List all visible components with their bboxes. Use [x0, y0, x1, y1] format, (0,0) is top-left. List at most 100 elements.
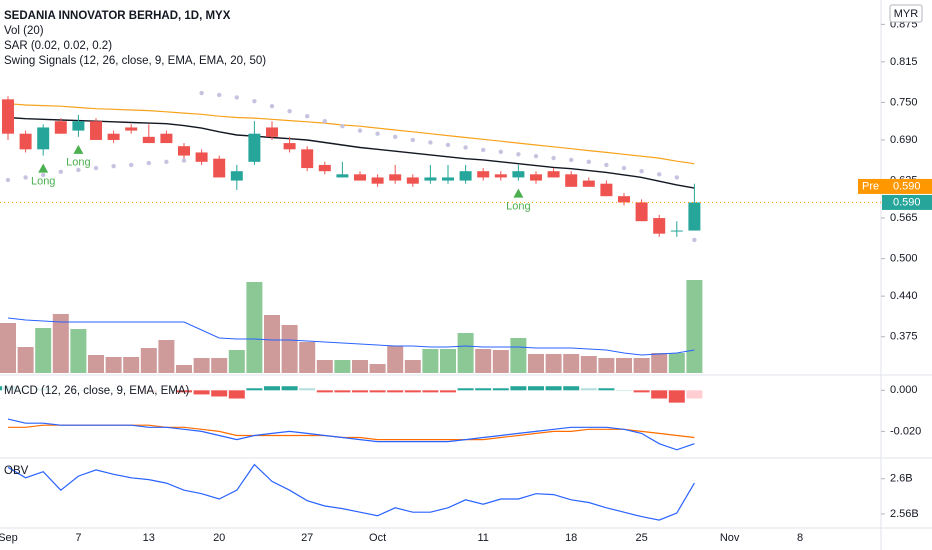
macd-histogram-bar — [246, 388, 263, 391]
y-tick-label: 0.440 — [890, 290, 918, 302]
candle-body — [406, 177, 419, 184]
candle-body — [318, 164, 331, 172]
sar-dot — [111, 163, 116, 169]
candle-body — [283, 143, 296, 150]
macd-histogram-bar — [580, 388, 597, 391]
volume-bar — [299, 342, 316, 373]
overlay: Vol (20) SAR (0.02, 0.02, 0.2) Swing Signa… — [0, 18, 932, 544]
sar-dot — [217, 92, 222, 98]
volume-bar — [246, 282, 263, 373]
sar-dot — [164, 159, 169, 165]
volume-bar — [457, 333, 474, 373]
sar-dot — [58, 169, 63, 175]
candle-body — [230, 171, 243, 181]
sar-dot — [146, 160, 151, 166]
price-tag — [882, 194, 932, 210]
candle-body — [266, 127, 278, 137]
signal-label: Long — [66, 157, 90, 169]
sar-dot — [181, 158, 187, 163]
candle-body — [477, 171, 490, 178]
y-tick-label: 2.6B — [890, 473, 913, 485]
volume-bar — [35, 328, 52, 373]
indicator-legend: SAR (0.02, 0.02, 0.2) — [4, 40, 112, 52]
sar-dot — [604, 162, 609, 168]
currency-box[interactable] — [889, 4, 923, 23]
sar-dot — [621, 165, 627, 171]
macd-histogram-bar — [228, 390, 245, 399]
sar-dot — [428, 140, 433, 145]
x-tick-label: 13 — [143, 532, 155, 544]
candle-body — [354, 174, 366, 181]
macd-histogram-bar — [651, 390, 668, 399]
sar-dot — [674, 175, 679, 180]
price-tag-value: 0.590 — [893, 180, 921, 192]
volume-bar — [510, 338, 527, 373]
candle-body — [19, 133, 32, 150]
macd-legend: MACD (12, 26, close, 9, EMA, EMA) — [4, 385, 190, 397]
x-tick-label: 27 — [301, 532, 313, 544]
x-tick-label: 8 — [797, 532, 803, 544]
volume-bar — [193, 358, 210, 373]
macd-histogram-bar — [686, 390, 703, 399]
sar-dot — [287, 109, 292, 114]
volume-bar — [211, 358, 228, 373]
candle-body — [635, 202, 648, 222]
candle-body — [653, 218, 666, 234]
signal-label: Long — [31, 175, 55, 187]
sar-dot — [252, 99, 257, 104]
sar-dot — [569, 157, 574, 163]
sar-dot — [129, 162, 134, 168]
volume-bar — [563, 354, 580, 373]
candle-body — [459, 171, 472, 181]
macd-histogram-bar — [316, 390, 333, 393]
sar-dot — [533, 153, 539, 159]
macd-histogram-bar — [563, 386, 580, 391]
candle-body — [389, 174, 402, 181]
macd-histogram-bar — [440, 390, 456, 393]
volume-bar — [88, 355, 104, 373]
macd-histogram-bar — [545, 386, 562, 391]
y-tick-label: 0.815 — [890, 56, 918, 68]
y-tick-label: 0.690 — [890, 134, 918, 146]
volume-bar — [475, 349, 492, 373]
sar-dot — [586, 159, 591, 165]
sar-dot — [639, 168, 644, 174]
macd-histogram-bar — [387, 390, 404, 393]
sar-dot — [340, 124, 345, 129]
candle-body — [494, 174, 507, 178]
candle-body — [37, 127, 50, 150]
price-tag — [858, 178, 932, 194]
macd-histogram-bar — [352, 390, 368, 393]
signal-marker — [73, 144, 84, 154]
candle-body — [565, 174, 578, 187]
x-tick-label: Nov — [720, 532, 740, 544]
sar-dot — [516, 152, 521, 157]
y-tick-label: 0.500 — [890, 253, 918, 265]
candle-body — [600, 183, 613, 197]
macd-histogram-bar — [176, 390, 192, 393]
obv-line — [7, 463, 695, 521]
y-tick-label: 0.565 — [890, 212, 918, 224]
volume-bar — [387, 346, 404, 373]
sar-dot — [5, 177, 11, 183]
obv-legend: OBV — [4, 465, 29, 477]
volume-bar — [440, 349, 456, 373]
macd-histogram-bar — [457, 388, 474, 391]
signal-marker — [513, 188, 524, 198]
volume-bar — [616, 358, 632, 373]
candle-body — [670, 230, 683, 232]
volume-bar — [264, 315, 280, 373]
sar-dot — [93, 165, 99, 171]
x-tick-label: Oct — [369, 532, 386, 544]
volume-bar — [352, 360, 368, 373]
volume-ma-line — [7, 317, 695, 356]
x-tick-label: 25 — [635, 532, 647, 544]
sar-dot — [445, 142, 451, 148]
candle-body — [90, 121, 102, 140]
candle-body — [424, 177, 437, 181]
macd-histogram-bar — [633, 390, 650, 393]
macd-histogram-bar — [422, 390, 439, 393]
volume-bar — [70, 329, 87, 373]
sar-dot — [551, 155, 556, 161]
